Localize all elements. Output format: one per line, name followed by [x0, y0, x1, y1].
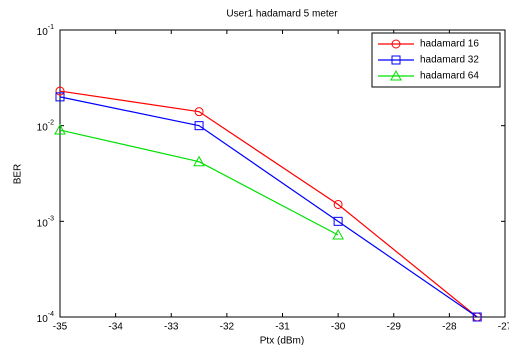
x-tick-label: -32 — [220, 322, 235, 333]
x-tick-label: -33 — [164, 322, 179, 333]
x-tick-label: -35 — [53, 322, 68, 333]
x-tick-label: -29 — [387, 322, 402, 333]
x-tick-label: -34 — [108, 322, 123, 333]
series-line — [59, 90, 478, 318]
y-axis-label: BER — [13, 164, 24, 185]
y-tick-label: 10-4 — [37, 311, 54, 325]
legend-label: hadamard 16 — [420, 39, 479, 50]
marker — [194, 121, 204, 131]
marker — [332, 228, 344, 240]
x-tick-label: -27 — [498, 322, 509, 333]
legend-marker — [391, 39, 401, 49]
y-tick-label: 10-1 — [37, 24, 54, 38]
legend-label: hadamard 32 — [420, 55, 479, 66]
marker — [55, 92, 65, 102]
marker — [333, 199, 343, 209]
marker — [194, 107, 204, 117]
x-tick-label: -31 — [275, 322, 290, 333]
x-tick-label: -30 — [331, 322, 346, 333]
y-tick-label: 10-3 — [37, 215, 54, 229]
series-line — [59, 129, 339, 236]
marker — [472, 312, 482, 322]
legend-box — [371, 32, 501, 88]
legend-marker — [390, 69, 402, 81]
marker — [193, 155, 205, 167]
x-tick-label: -28 — [442, 322, 457, 333]
marker — [333, 216, 343, 226]
x-axis-label: Ptx (dBm) — [260, 336, 304, 345]
marker — [54, 124, 66, 135]
marker — [55, 86, 65, 96]
chart-title: User1 hadamard 5 meter — [226, 9, 338, 20]
legend-marker — [391, 55, 401, 65]
legend-label: hadamard 64 — [420, 71, 479, 82]
y-tick-label: 10-2 — [37, 120, 54, 134]
series-line — [59, 96, 478, 318]
